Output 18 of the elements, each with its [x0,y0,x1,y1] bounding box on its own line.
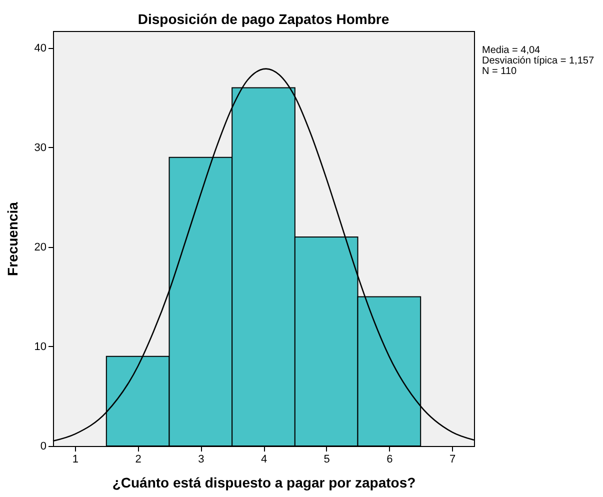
chart-title: Disposición de pago Zapatos Hombre [138,11,390,27]
x-tick-label: 7 [449,454,456,466]
x-tick-label: 6 [386,454,393,466]
x-tick-label: 2 [135,454,142,466]
text: N = 110 [482,66,517,77]
y-axis-title: Frecuencia [4,202,20,276]
y-tick-label: 20 [34,241,46,254]
x-axis-title: ¿Cuánto está dispuesto a pagar por zapatos? [112,474,416,490]
text: Media = 4,04 [482,45,541,56]
x-tick-label: 3 [198,454,204,466]
x-tick-label: 5 [324,454,330,466]
y-tick-label: 0 [40,440,46,452]
y-tick-label: 10 [34,340,46,353]
text: Desviación típica = 1,157 [482,56,594,66]
y-tick-label: 30 [34,142,46,154]
y-tick-label: 40 [34,42,46,54]
x-tick-label: 4 [260,454,268,466]
x-tick-label: 1 [72,454,79,466]
